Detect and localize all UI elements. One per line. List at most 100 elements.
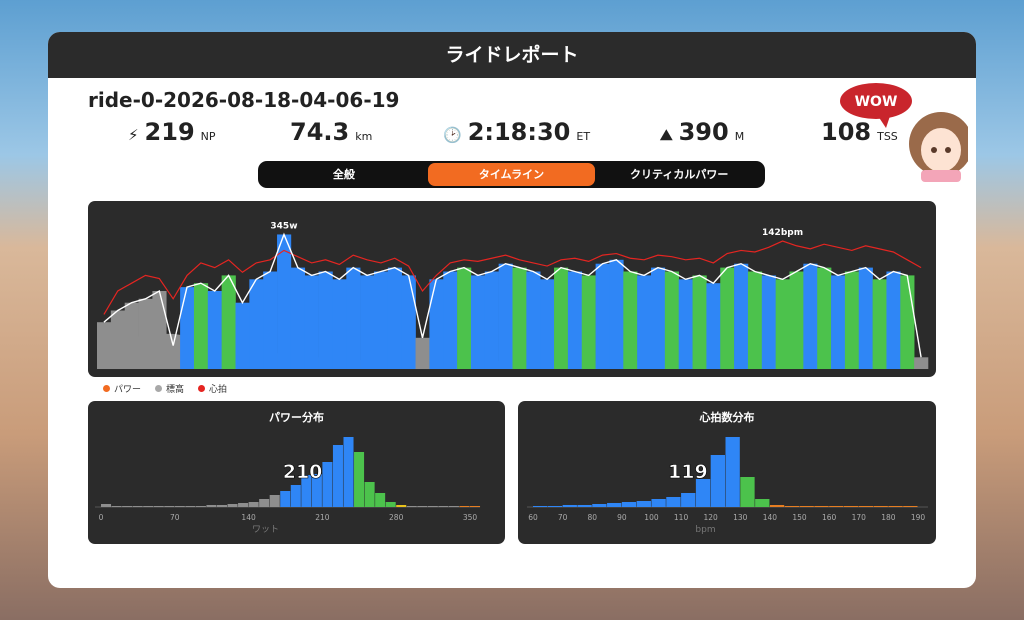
hist-bar (290, 485, 301, 507)
peak-label: 345w (270, 221, 297, 231)
stat: ⛰ 390 M (660, 118, 744, 146)
hist-bar (592, 504, 607, 507)
hist-bar (322, 462, 333, 507)
avatar-eye (931, 147, 937, 153)
power-bar (318, 271, 333, 369)
x-tick-label: 180 (881, 513, 896, 522)
power-bar (374, 271, 389, 369)
power-bar (346, 267, 361, 369)
x-tick-label: 190 (911, 513, 926, 522)
power-bar (193, 283, 209, 369)
hist-bar (417, 506, 428, 507)
power-bar (415, 337, 430, 369)
power-bar (651, 267, 666, 369)
header-title: ライドレポート (48, 32, 976, 78)
badge-text: WOW (855, 94, 898, 110)
badge-bubble (840, 83, 912, 119)
power-bar (443, 271, 458, 369)
power-bar (221, 275, 236, 369)
hist-bar (858, 506, 874, 507)
x-tick-label: 350 (463, 513, 478, 522)
hist-bar (740, 477, 755, 507)
power-bar (789, 271, 804, 369)
legend-dot (198, 385, 206, 392)
legend-dot (103, 385, 110, 392)
hist-bar (459, 506, 470, 507)
hist-bar (375, 493, 386, 507)
hist-bar (438, 506, 449, 507)
power-bar (844, 271, 860, 369)
stat: ⚡ 219 NP (128, 118, 216, 146)
hist-bar (547, 506, 563, 507)
power-bar (761, 275, 776, 369)
x-axis-label: ワット (252, 525, 279, 535)
hist-bar (755, 499, 770, 507)
power-bar (180, 287, 195, 369)
power-bar (664, 271, 679, 369)
stat-value: 2:18:30 (467, 118, 571, 146)
x-tick-label: 170 (852, 513, 867, 522)
stat-icon: ⚡ (128, 126, 139, 144)
power-bar (249, 279, 264, 369)
hist-bar (301, 475, 312, 507)
stat-value: 390 (678, 118, 729, 146)
hist-bar (164, 506, 175, 507)
power-bar (831, 275, 846, 369)
hist-bar (238, 503, 249, 507)
hist-bar (651, 499, 666, 507)
power-bar (872, 279, 887, 369)
power-bar (526, 271, 541, 369)
hist-bar (577, 505, 592, 507)
tab[interactable]: 全般 (332, 168, 355, 181)
power-bar (900, 275, 915, 369)
power-bar (858, 267, 873, 369)
stat-value: 74.3 (290, 118, 350, 146)
hist-bar (621, 502, 637, 507)
power-bar (567, 271, 583, 369)
hist-bar (101, 504, 112, 507)
timeline-panel: 345w 142bpm (88, 201, 936, 377)
stat-value: 219 (144, 118, 195, 146)
x-tick-label: 130 (733, 513, 748, 522)
avatar-face (921, 128, 961, 172)
stat-unit: M (734, 130, 745, 143)
hist-bar (406, 506, 417, 507)
hist-bar (814, 506, 829, 507)
power-distribution-chart: パワー分布 0 70 140 210 280 350 ワット 210 (95, 410, 481, 535)
marker-label: 119 (668, 461, 708, 483)
power-bar (747, 271, 763, 369)
hist-bar (533, 506, 548, 507)
legend-dot (155, 385, 163, 392)
power-bar (692, 275, 707, 369)
tab[interactable]: クリティカルパワー (630, 168, 729, 181)
power-bar (734, 263, 749, 369)
power-bar (457, 267, 472, 369)
power-bar (484, 271, 499, 369)
hist-bar (122, 506, 133, 507)
stat-icon: 🕑 (443, 126, 462, 144)
x-tick-label: 160 (822, 513, 837, 522)
hist-bar (710, 455, 725, 507)
hist-bar (153, 506, 164, 507)
power-bar (678, 279, 693, 369)
hist-bar (681, 493, 696, 507)
power-bar (207, 291, 222, 369)
power-bar (623, 271, 638, 369)
hist-bar (888, 506, 903, 507)
power-bar (332, 279, 347, 369)
power-bar (401, 275, 416, 369)
x-tick-label: 90 (617, 513, 627, 522)
stat: 74.3 km (290, 118, 372, 146)
tab[interactable]: タイムライン (427, 163, 596, 186)
x-tick-label: 140 (241, 513, 256, 522)
stat-value: 108 (821, 118, 872, 146)
hist-bar (769, 505, 785, 507)
hist-bar (385, 502, 396, 507)
x-tick-label: 0 (99, 513, 104, 522)
timeline-chart: 345w 142bpm (97, 221, 929, 369)
hist-bar (269, 495, 280, 507)
stat: 🕑 2:18:30 ET (443, 118, 590, 146)
hist-bar (607, 503, 622, 507)
hist-bar (354, 452, 365, 507)
power-bar (235, 302, 250, 369)
